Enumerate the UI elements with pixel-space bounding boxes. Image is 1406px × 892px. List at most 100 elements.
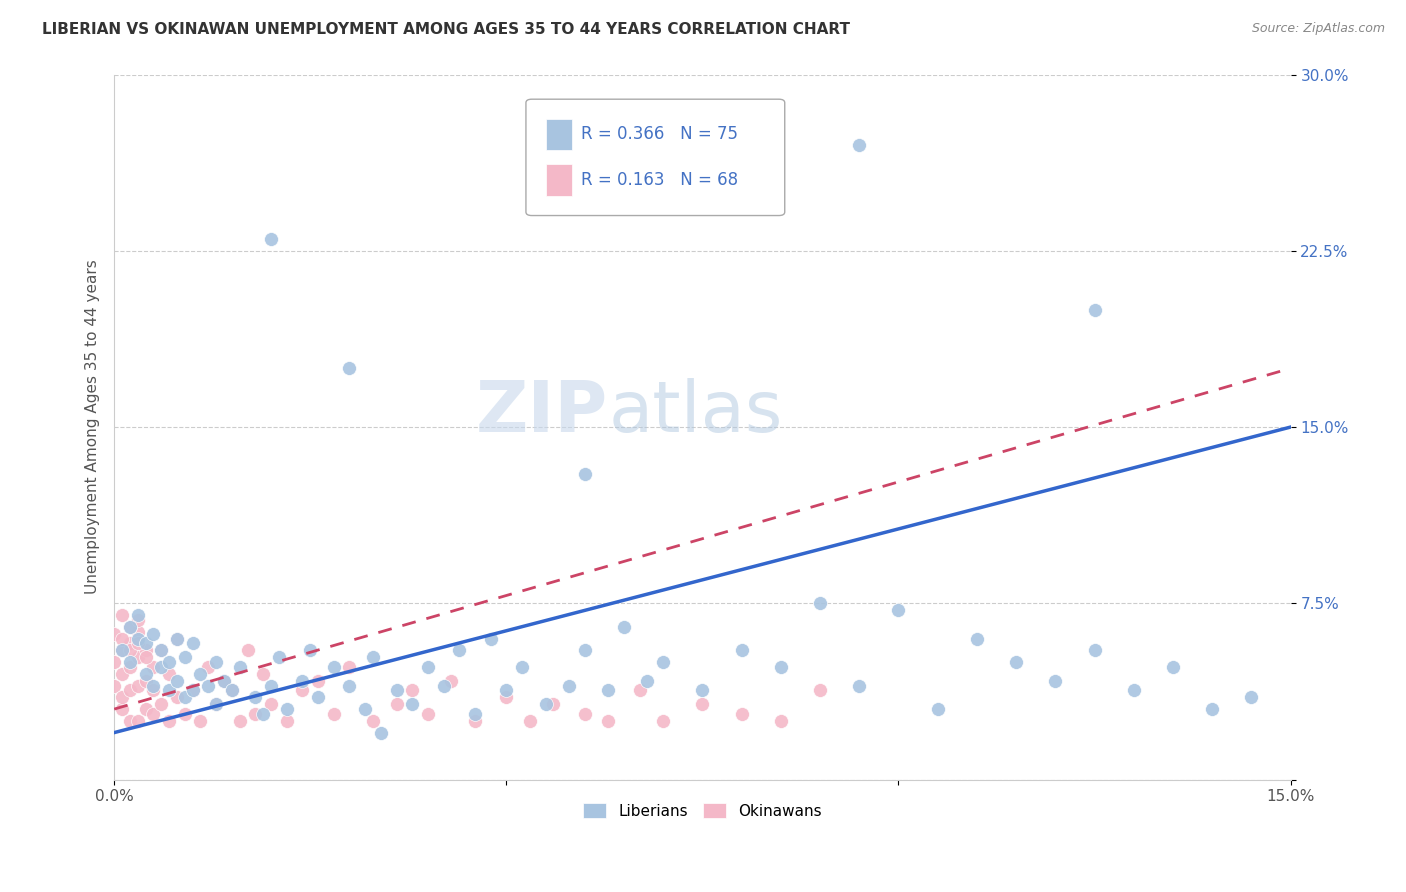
Point [127, 714, 149, 728]
Point [150, 643, 173, 657]
Point [652, 714, 675, 728]
Point [449, 643, 471, 657]
Point [808, 596, 831, 610]
Point [135, 636, 157, 650]
Point [299, 643, 322, 657]
Point [118, 620, 141, 634]
Point [401, 683, 423, 698]
Point [574, 643, 596, 657]
Point [142, 679, 165, 693]
Point [354, 702, 377, 716]
Point [118, 660, 141, 674]
Point [127, 636, 149, 650]
Point [769, 660, 792, 674]
Point [267, 650, 290, 665]
Point [1083, 643, 1105, 657]
FancyBboxPatch shape [526, 99, 785, 216]
Point [479, 632, 502, 646]
Point [730, 643, 752, 657]
Point [887, 603, 910, 617]
Point [135, 702, 157, 716]
Point [252, 706, 274, 721]
Point [628, 683, 651, 698]
Point [111, 608, 134, 623]
Point [245, 706, 267, 721]
Point [339, 679, 361, 693]
Point [205, 655, 228, 669]
Point [1240, 690, 1263, 705]
Point [197, 679, 219, 693]
Point [361, 714, 384, 728]
Point [205, 698, 228, 712]
Point [135, 666, 157, 681]
Point [401, 698, 423, 712]
Point [519, 714, 541, 728]
Point [652, 655, 675, 669]
Point [111, 643, 134, 657]
Point [432, 679, 454, 693]
Point [142, 706, 165, 721]
Y-axis label: Unemployment Among Ages 35 to 44 years: Unemployment Among Ages 35 to 44 years [86, 260, 100, 594]
Point [157, 714, 180, 728]
Point [730, 706, 752, 721]
Point [190, 666, 212, 681]
Point [127, 632, 149, 646]
Point [103, 627, 125, 641]
Point [181, 636, 204, 650]
Point [111, 690, 134, 705]
Point [118, 636, 141, 650]
Point [534, 698, 557, 712]
Point [339, 361, 361, 376]
Point [142, 660, 165, 674]
Point [221, 683, 243, 698]
Point [276, 702, 298, 716]
Point [181, 683, 204, 698]
FancyBboxPatch shape [546, 119, 572, 151]
Point [927, 702, 949, 716]
Point [245, 690, 267, 705]
Point [118, 655, 141, 669]
Point [260, 232, 283, 246]
Point [848, 679, 870, 693]
Point [118, 683, 141, 698]
Point [307, 673, 329, 688]
Point [416, 706, 439, 721]
Point [385, 683, 408, 698]
Point [510, 660, 533, 674]
Point [808, 683, 831, 698]
Point [1201, 702, 1223, 716]
Point [103, 679, 125, 693]
Point [135, 650, 157, 665]
Point [212, 673, 235, 688]
Point [495, 690, 517, 705]
Point [322, 706, 344, 721]
Point [276, 714, 298, 728]
Point [598, 683, 620, 698]
Point [150, 643, 173, 657]
Point [150, 698, 173, 712]
Point [103, 655, 125, 669]
Point [543, 698, 565, 712]
FancyBboxPatch shape [546, 164, 572, 196]
Point [135, 643, 157, 657]
Point [464, 714, 486, 728]
Point [150, 660, 173, 674]
Point [190, 714, 212, 728]
Point [370, 725, 392, 739]
Point [228, 714, 250, 728]
Point [181, 683, 204, 698]
Point [127, 608, 149, 623]
Point [236, 643, 259, 657]
Point [637, 673, 659, 688]
Point [416, 660, 439, 674]
Point [142, 683, 165, 698]
Point [464, 706, 486, 721]
Point [157, 683, 180, 698]
Point [166, 632, 188, 646]
Point [166, 673, 188, 688]
Text: LIBERIAN VS OKINAWAN UNEMPLOYMENT AMONG AGES 35 TO 44 YEARS CORRELATION CHART: LIBERIAN VS OKINAWAN UNEMPLOYMENT AMONG … [42, 22, 851, 37]
Point [692, 683, 714, 698]
Point [118, 620, 141, 634]
Point [769, 714, 792, 728]
Point [1005, 655, 1028, 669]
